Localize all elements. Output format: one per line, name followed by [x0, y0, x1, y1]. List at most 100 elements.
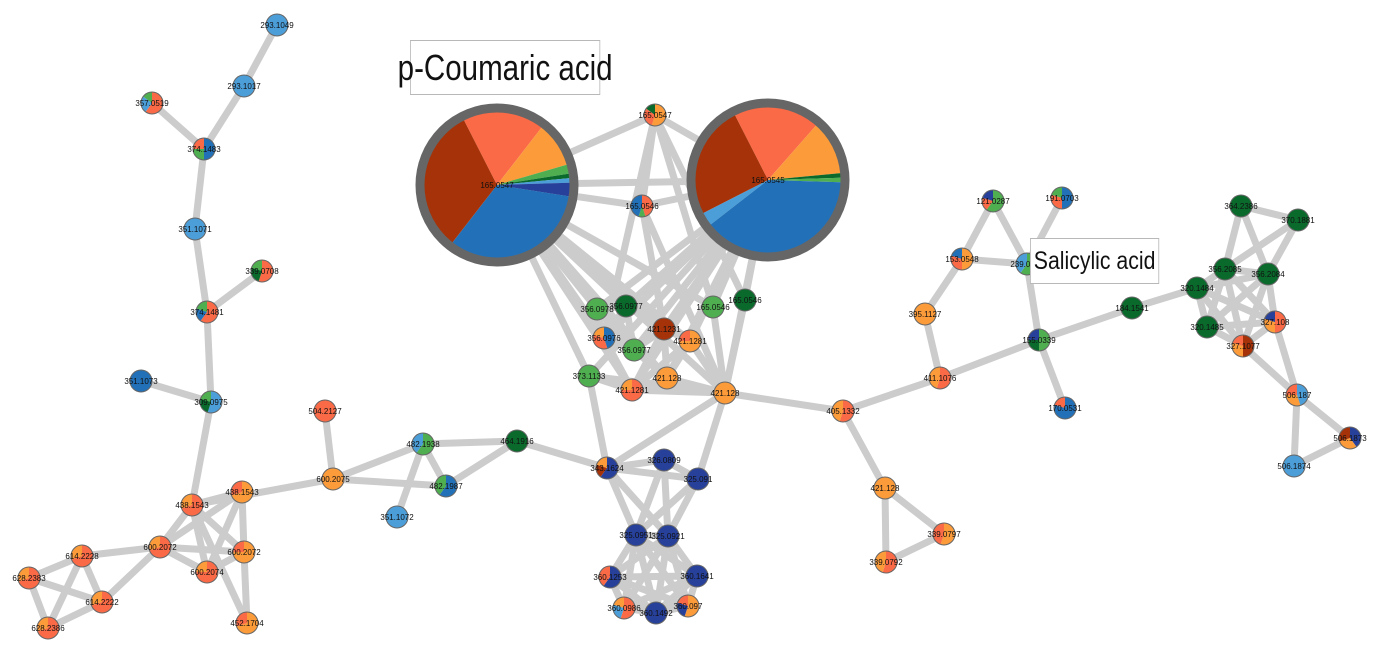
network-node[interactable]: 153.0548	[945, 247, 979, 271]
pie-slice	[882, 551, 898, 573]
network-node[interactable]: 364.2386	[1224, 194, 1258, 218]
network-node[interactable]: 438.1543	[225, 480, 259, 504]
network-node[interactable]: 327.108	[1261, 310, 1290, 334]
pie-slice	[734, 289, 756, 311]
pie-slice	[411, 433, 423, 453]
network-node[interactable]: 614.2228	[65, 544, 99, 568]
network-node[interactable]: 343.1624	[590, 456, 624, 480]
network-node[interactable]: 351.1072	[380, 505, 414, 529]
pie-slice	[686, 565, 708, 587]
network-node[interactable]: 356.0977	[609, 294, 643, 318]
network-node[interactable]: 614.2222	[85, 590, 119, 614]
network-node[interactable]: 325.091	[684, 467, 713, 491]
network-node[interactable]: 421.128	[653, 366, 682, 390]
network-node[interactable]: 165.0547	[638, 103, 672, 127]
network-node[interactable]: 421.1281	[673, 329, 707, 353]
network-node[interactable]: 165.0546	[728, 288, 762, 312]
network-node[interactable]: 600.2075	[316, 467, 350, 491]
network-edge	[188, 501, 248, 556]
network-node[interactable]: 325.0951	[619, 523, 653, 547]
network-node[interactable]: 482.1987	[429, 474, 463, 498]
node-label: 421.1231	[647, 325, 681, 334]
network-node[interactable]: 464.1916	[500, 429, 534, 453]
network-node[interactable]: 356.2085	[1208, 257, 1242, 281]
network-node[interactable]: 370.1881	[1281, 208, 1315, 232]
node-border	[652, 317, 676, 341]
network-node[interactable]: 325.0921	[651, 524, 685, 548]
network-node[interactable]: 600.2074	[190, 560, 224, 584]
network-node[interactable]: 155.0339	[1022, 328, 1056, 352]
network-node[interactable]: 356.0976	[587, 326, 621, 350]
network-edge	[638, 202, 668, 333]
network-node[interactable]: 628.2383	[12, 566, 46, 590]
node-border	[1213, 257, 1237, 281]
network-node[interactable]: 339.0708	[245, 259, 279, 283]
network-node[interactable]: 411.1076	[924, 366, 957, 390]
node-label: 357.0519	[135, 99, 169, 108]
network-node[interactable]: 506.187	[1283, 383, 1312, 407]
network-node[interactable]: 506.1873	[1333, 426, 1367, 450]
node-label: 327.108	[1261, 318, 1290, 327]
node-label: 600.2075	[316, 475, 350, 484]
network-node[interactable]: 320.1485	[1190, 315, 1224, 339]
network-node[interactable]: 421.128	[871, 476, 900, 500]
network-node[interactable]: 351.1073	[124, 369, 158, 393]
pie-slice	[1062, 187, 1073, 209]
network-node[interactable]: 373.1133	[573, 364, 606, 388]
network-node[interactable]: 326.0809	[647, 448, 681, 472]
network-node[interactable]: 374.1481	[190, 300, 224, 324]
network-node-large[interactable]: 165.0545	[686, 98, 850, 262]
network-edge	[1203, 270, 1272, 331]
network-node[interactable]: 360.1641	[680, 564, 714, 588]
network-node[interactable]: 191.0703	[1045, 186, 1079, 210]
pie-slice	[506, 430, 528, 452]
network-node[interactable]: 600.2072	[227, 540, 261, 564]
node-label: 351.1071	[178, 225, 212, 234]
pie-slice	[962, 248, 973, 270]
network-node[interactable]: 421.1231	[647, 317, 681, 341]
network-node[interactable]: 395.1127	[909, 302, 942, 326]
network-node[interactable]: 360.0986	[607, 596, 641, 620]
network-node-large[interactable]: 165.0547	[415, 103, 579, 267]
network-node[interactable]: 360.1253	[593, 565, 627, 589]
network-node[interactable]: 374.1483	[187, 137, 221, 161]
node-label: 360.1492	[639, 609, 673, 618]
network-node[interactable]: 293.1017	[227, 74, 261, 98]
network-node[interactable]: 504.2127	[308, 399, 342, 423]
network-node[interactable]: 309.0975	[194, 390, 228, 414]
network-edge	[721, 296, 749, 397]
network-node[interactable]: 165.0546	[696, 295, 730, 319]
network-node[interactable]: 327.1077	[1226, 334, 1260, 358]
network-node[interactable]: 421.1281	[615, 378, 649, 402]
network-node[interactable]: 121.0287	[976, 189, 1010, 213]
network-node[interactable]: 351.1071	[178, 217, 212, 241]
network-node[interactable]: 170.0531	[1048, 396, 1082, 420]
network-node[interactable]: 438.1543	[175, 493, 209, 517]
network-node[interactable]: 360.097	[674, 594, 703, 618]
network-node[interactable]: 628.2386	[31, 616, 65, 640]
network-node[interactable]: 293.1049	[260, 13, 294, 37]
network-node[interactable]: 356.2084	[1251, 262, 1285, 286]
network-node[interactable]: 405.1332	[826, 399, 860, 423]
network-edge	[1239, 342, 1301, 399]
network-node[interactable]: 600.2072	[143, 535, 177, 559]
network-node[interactable]: 506.1874	[1277, 454, 1311, 478]
network-node[interactable]: 184.1541	[1115, 296, 1149, 320]
pie-slice	[679, 330, 690, 341]
pie-slice	[193, 149, 204, 160]
node-border	[17, 566, 41, 590]
network-node[interactable]: 320.1484	[1180, 276, 1214, 300]
network-node[interactable]: 452.1704	[230, 611, 264, 635]
node-label: 421.128	[711, 389, 740, 398]
network-node[interactable]: 339.0797	[927, 522, 961, 546]
network-node[interactable]: 339.0792	[869, 550, 903, 574]
network-node[interactable]: 482.1938	[406, 432, 440, 456]
network-node[interactable]: 356.0977	[617, 338, 651, 362]
network-node[interactable]: 360.1492	[639, 601, 673, 625]
network-node[interactable]: 357.0519	[135, 91, 169, 115]
network-node[interactable]: 165.0546	[625, 194, 659, 218]
network-node[interactable]: 421.128	[711, 381, 740, 405]
network-edge	[203, 488, 246, 576]
network-edge	[936, 336, 1043, 382]
network-node[interactable]: 356.0978	[580, 297, 614, 321]
